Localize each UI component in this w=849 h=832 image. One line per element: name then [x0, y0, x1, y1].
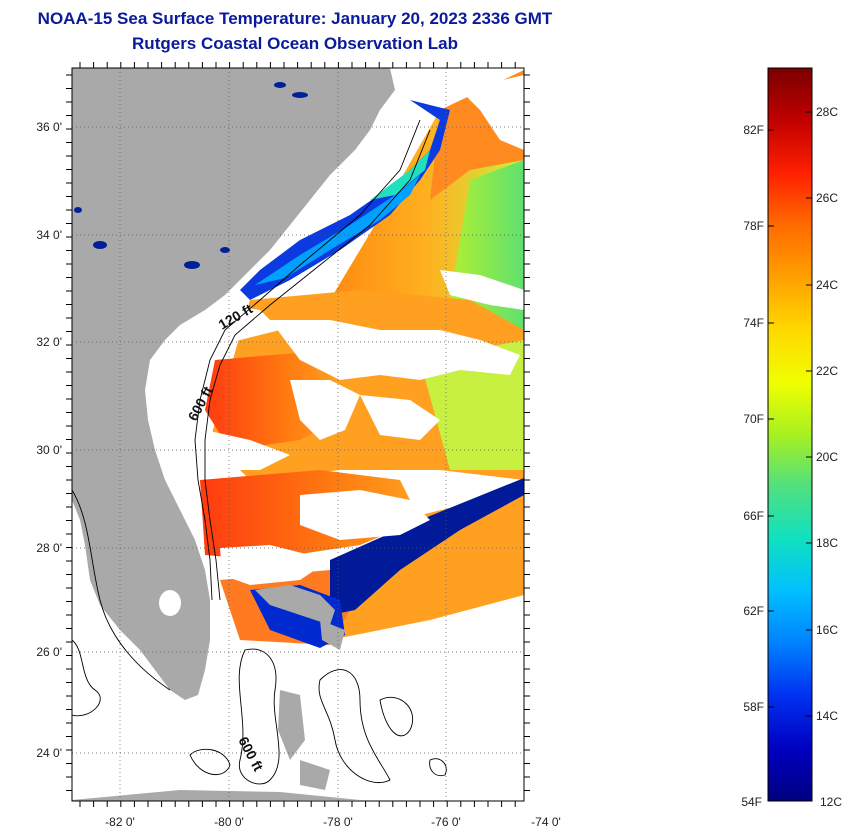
- lon-label: -76 0': [431, 815, 461, 829]
- colorbar-ticks: [768, 111, 812, 717]
- lat-label: 28 0': [36, 541, 62, 555]
- lon-label: -78 0': [323, 815, 353, 829]
- longitude-labels: -82 0' -80 0' -78 0' -76 0' -74 0': [105, 815, 561, 829]
- celsius-label: 14C: [816, 709, 838, 723]
- map-subtitle: Rutgers Coastal Ocean Observation Lab: [132, 34, 458, 53]
- celsius-label: 24C: [816, 278, 838, 292]
- land-mass: [72, 68, 395, 801]
- fahrenheit-label: 66F: [743, 509, 764, 523]
- map-image: 120 ft 600 ft 600 ft: [72, 68, 524, 801]
- colorbar-scale: [767, 67, 813, 802]
- celsius-labels: 28C 26C 24C 22C 20C 18C 16C 14C 12C: [816, 105, 842, 809]
- lon-label: -80 0': [214, 815, 244, 829]
- celsius-label: 20C: [816, 450, 838, 464]
- graticule: [72, 68, 524, 801]
- fahrenheit-label: 58F: [743, 700, 764, 714]
- lake-okeechobee: [159, 590, 181, 616]
- lon-label: -82 0': [105, 815, 135, 829]
- celsius-label: 18C: [816, 536, 838, 550]
- lat-label: 36 0': [36, 120, 62, 134]
- lon-label: -74 0': [531, 815, 561, 829]
- fahrenheit-label: 82F: [743, 123, 764, 137]
- lat-label: 34 0': [36, 228, 62, 242]
- celsius-label: 16C: [816, 623, 838, 637]
- cloud-cover: [200, 75, 524, 585]
- lat-label: 30 0': [36, 443, 62, 457]
- lat-label: 32 0': [36, 335, 62, 349]
- latitude-labels: 36 0' 34 0' 32 0' 30 0' 28 0' 26 0' 24 0…: [36, 120, 62, 760]
- celsius-label: 28C: [816, 105, 838, 119]
- colorbar: 82F 78F 74F 70F 66F 62F 58F 54F 28C 26C …: [741, 67, 842, 809]
- isobath-contours: [72, 119, 447, 785]
- fahrenheit-label: 74F: [743, 316, 764, 330]
- fahrenheit-label: 54F: [741, 795, 762, 809]
- inland-water: [74, 82, 308, 269]
- fahrenheit-label: 78F: [743, 219, 764, 233]
- celsius-label: 26C: [816, 191, 838, 205]
- fahrenheit-label: 70F: [743, 412, 764, 426]
- lat-label: 26 0': [36, 645, 62, 659]
- fahrenheit-label: 62F: [743, 604, 764, 618]
- map-title: NOAA-15 Sea Surface Temperature: January…: [37, 9, 553, 28]
- lat-label: 24 0': [36, 746, 62, 760]
- celsius-label: 22C: [816, 364, 838, 378]
- map-ticks: [66, 62, 530, 807]
- fahrenheit-labels: 82F 78F 74F 70F 66F 62F 58F 54F: [741, 123, 764, 809]
- celsius-label: 12C: [820, 795, 842, 809]
